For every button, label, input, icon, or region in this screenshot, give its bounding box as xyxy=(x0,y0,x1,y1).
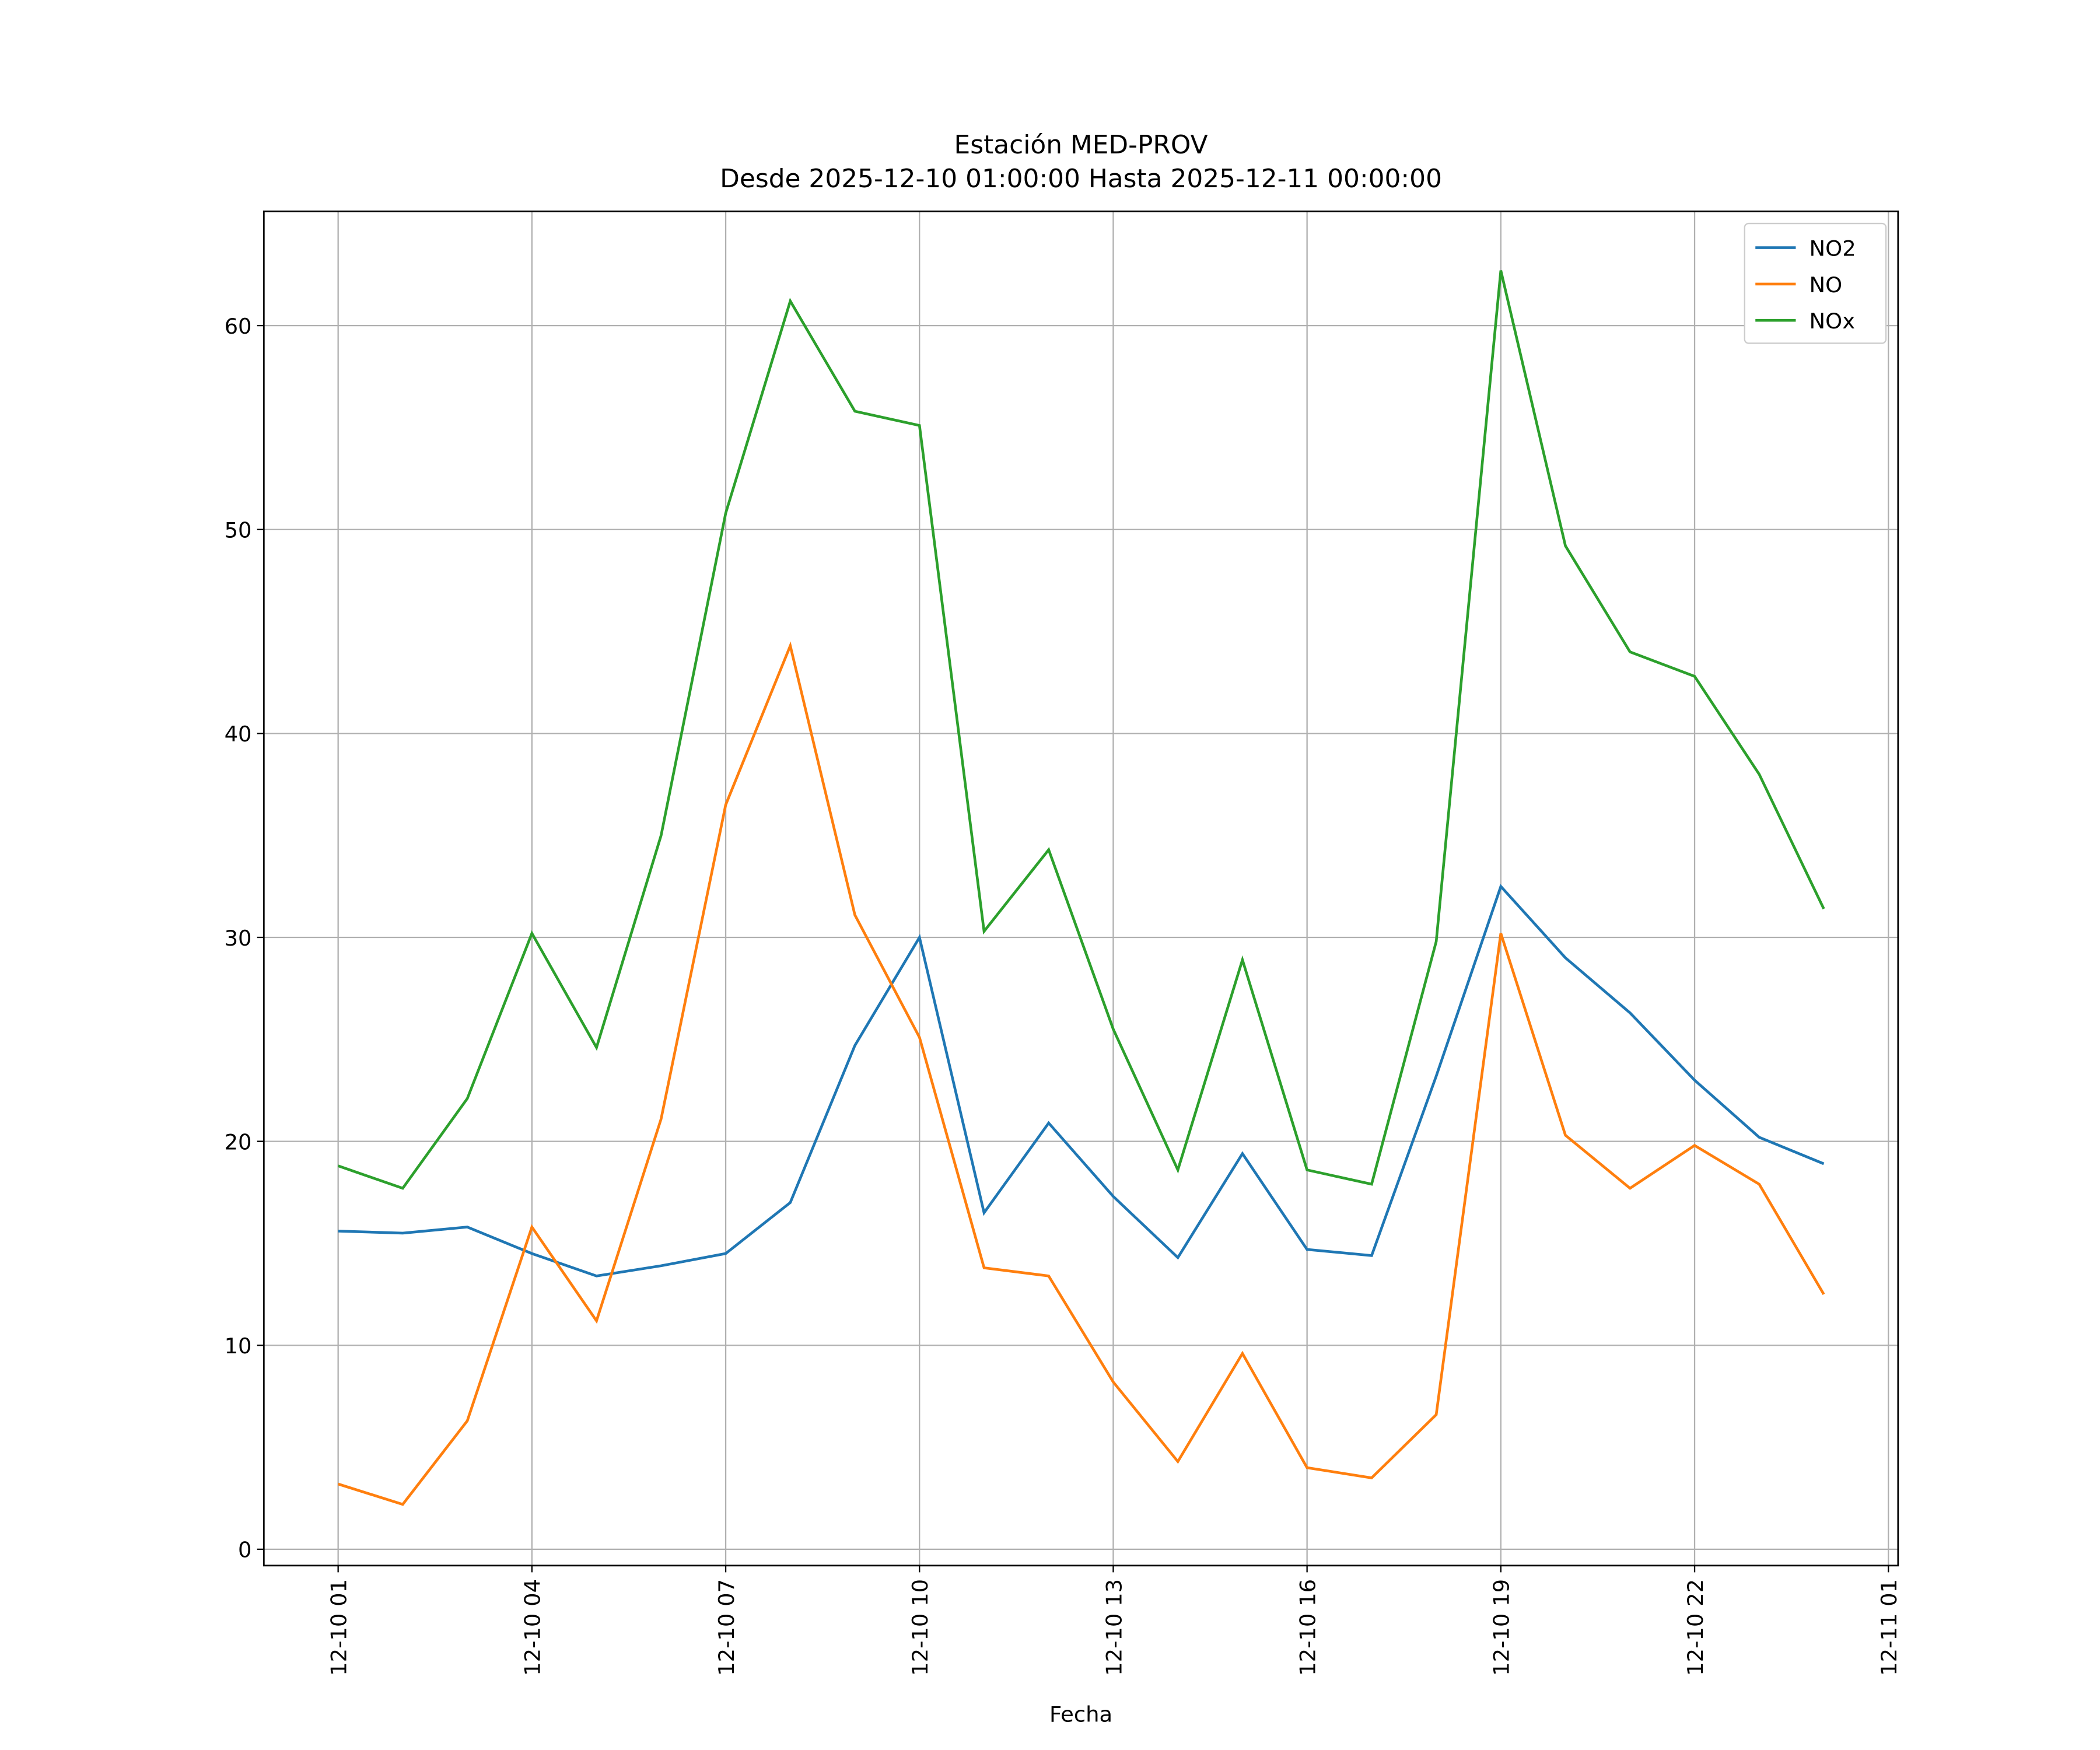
data-line xyxy=(337,641,1825,1506)
ticks: 0 10 20 30 40 50 60 12-10 01 12-10 04 12-10 07 12-… xyxy=(225,211,1902,1676)
y-tick-label: 40 xyxy=(225,722,252,747)
data-line xyxy=(337,270,1825,1190)
y-tick-label: 0 xyxy=(238,1538,251,1563)
legend-label: NO xyxy=(1810,272,1843,298)
x-tick-label: 12-10 04 xyxy=(520,1579,545,1676)
plot-frame xyxy=(262,210,1899,1567)
legend-label: NO2 xyxy=(1810,236,1856,261)
y-tick-label: 60 xyxy=(225,314,252,339)
legend: NO2 NO NOx xyxy=(1744,222,1887,344)
data-line xyxy=(338,884,1825,1278)
y-tick-label: 30 xyxy=(225,926,252,951)
x-tick-label: 12-10 13 xyxy=(1101,1579,1126,1676)
chart-title: Estación MED-PROV xyxy=(954,130,1208,160)
x-tick-label: 12-10 01 xyxy=(326,1579,351,1676)
y-tick-label: 20 xyxy=(225,1129,252,1154)
y-tick-label: 50 xyxy=(225,518,252,543)
x-tick-label: 12-10 22 xyxy=(1683,1579,1708,1676)
x-axis-label: Fecha xyxy=(1049,1702,1112,1727)
x-tick-label: 12-10 16 xyxy=(1295,1579,1320,1676)
legend-label: NOx xyxy=(1810,309,1856,334)
y-tick-label: 10 xyxy=(225,1334,252,1359)
x-tick-label: 12-10 10 xyxy=(908,1579,933,1676)
x-tick-label: 12-11 01 xyxy=(1877,1579,1902,1676)
legend-box xyxy=(1744,222,1887,344)
x-tick-label: 12-10 07 xyxy=(714,1579,739,1676)
chart-subtitle: Desde 2025-12-10 01:00:00 Hasta 2025-12-… xyxy=(720,164,1442,194)
x-tick-label: 12-10 19 xyxy=(1489,1579,1514,1676)
